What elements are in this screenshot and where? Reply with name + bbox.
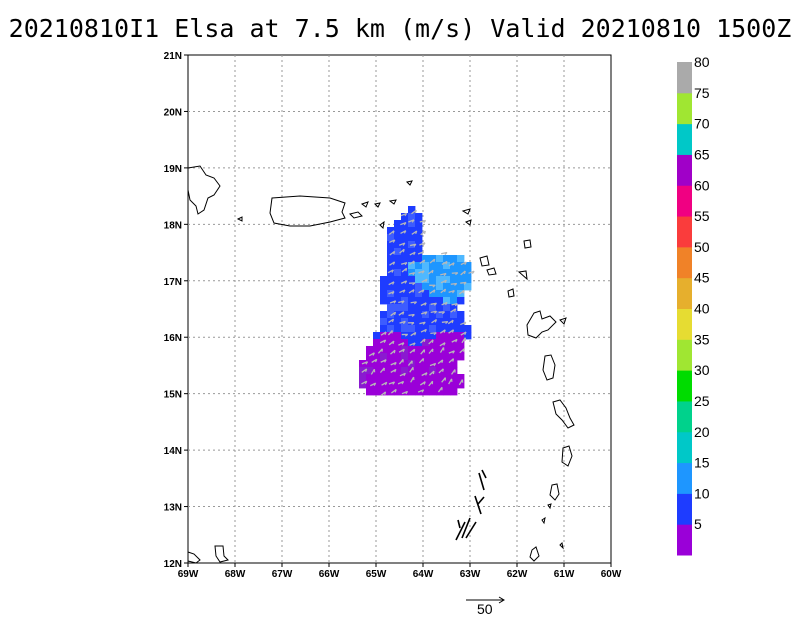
- lon-tick-label: 61W: [554, 569, 575, 580]
- colorbar-label: 55: [694, 208, 710, 224]
- lat-tick-label: 14N: [164, 446, 182, 457]
- colorbar: 5 10 15 20 25 30 35 40 45 50 55 60 65 70 75 80: [677, 54, 710, 556]
- colorbar-segment: [677, 185, 692, 217]
- colorbar-segment: [677, 216, 692, 248]
- colorbar-label: 65: [694, 146, 710, 162]
- lon-tick-label: 60W: [601, 569, 622, 580]
- lon-tick-label: 66W: [319, 569, 340, 580]
- lat-tick-label: 13N: [164, 503, 182, 514]
- colorbar-segment: [677, 524, 692, 556]
- colorbar-label: 70: [694, 116, 710, 132]
- lon-tick-label: 69W: [178, 569, 199, 580]
- colorbar-segment: [677, 400, 692, 433]
- lat-tick-label: 12N: [164, 559, 182, 570]
- colorbar-label: 20: [694, 424, 710, 440]
- st-vincent-outline: [549, 483, 560, 501]
- colorbar-segment: [677, 493, 692, 525]
- colorbar-label: 5: [694, 516, 702, 532]
- lon-tick-label: 68W: [225, 569, 246, 580]
- reference-vector-label: 50: [477, 601, 493, 617]
- lat-tick-label: 19N: [164, 164, 182, 175]
- lat-tick-label: 16N: [164, 333, 182, 344]
- reference-vector: 50: [466, 596, 505, 617]
- coastlines: [187, 165, 575, 564]
- lon-tick-label: 65W: [366, 569, 387, 580]
- lon-tick-label: 63W: [460, 569, 481, 580]
- colorbar-segment: [677, 92, 692, 125]
- colorbar-label: 30: [694, 362, 710, 378]
- colorbar-segment: [677, 154, 692, 186]
- colorbar-segment: [677, 123, 692, 155]
- lon-tick-label: 62W: [507, 569, 528, 580]
- plot-frame: [187, 54, 612, 564]
- colorbar-segment: [677, 62, 692, 94]
- colorbar-segment: [677, 277, 692, 309]
- lat-tick-label: 17N: [164, 277, 182, 288]
- colorbar-segment: [677, 308, 692, 340]
- colorbar-label: 35: [694, 331, 710, 347]
- colorbar-label: 25: [694, 393, 710, 409]
- lon-tick-label: 64W: [413, 569, 434, 580]
- map-title: 20210810I1 Elsa at 7.5 km (m/s) Valid 20…: [8, 14, 792, 43]
- colorbar-label: 60: [694, 177, 710, 193]
- wind-field: [359, 206, 475, 397]
- lat-tick-label: 15N: [164, 390, 182, 401]
- isolated-wind-barbs: [455, 469, 487, 541]
- colorbar-label: 75: [694, 85, 710, 101]
- grenada-outline: [529, 546, 540, 562]
- martinique-outline: [552, 399, 575, 429]
- st-lucia-outline: [561, 445, 573, 467]
- lat-tick-label: 20N: [164, 107, 182, 118]
- colorbar-segment: [677, 431, 692, 464]
- lon-tick-label: 67W: [272, 569, 293, 580]
- guadeloupe-outline: [526, 310, 557, 339]
- colorbar-segment: [677, 339, 692, 371]
- colorbar-segment: [677, 246, 692, 279]
- colorbar-segment: [677, 462, 692, 494]
- lat-tick-label: 21N: [164, 51, 182, 62]
- axis-ticks: 69W 68W 67W 66W 65W 64W 63W 62W 61W 60W 12N 13N 14N 1…: [164, 51, 622, 580]
- colorbar-label: 10: [694, 485, 710, 501]
- lat-tick-label: 18N: [164, 220, 182, 231]
- dominica-outline: [542, 354, 556, 381]
- colorbar-segment: [677, 370, 692, 402]
- colorbar-label: 80: [694, 54, 710, 70]
- puerto-rico-outline: [269, 195, 346, 227]
- hispaniola-outline: [187, 165, 221, 215]
- colorbar-label: 45: [694, 270, 710, 286]
- colorbar-label: 15: [694, 455, 710, 471]
- colorbar-label: 50: [694, 239, 710, 255]
- colorbar-label: 40: [694, 301, 710, 317]
